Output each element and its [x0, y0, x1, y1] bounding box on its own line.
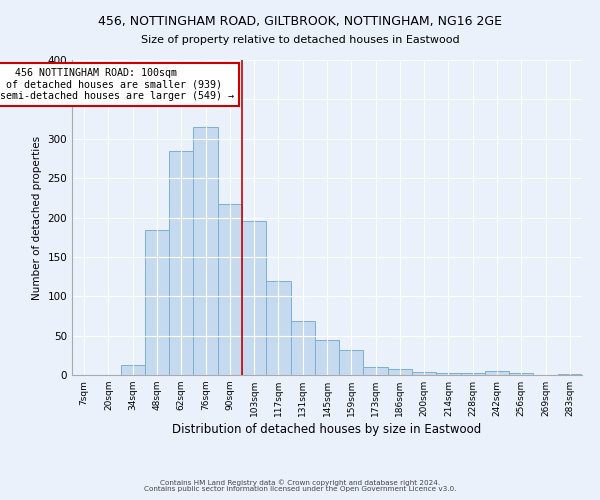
Y-axis label: Number of detached properties: Number of detached properties [32, 136, 42, 300]
Text: 456, NOTTINGHAM ROAD, GILTBROOK, NOTTINGHAM, NG16 2GE: 456, NOTTINGHAM ROAD, GILTBROOK, NOTTING… [98, 15, 502, 28]
Bar [121, 365, 145, 375]
Bar [242, 222, 266, 375]
Bar [364, 367, 388, 375]
Bar [339, 350, 364, 375]
Bar [145, 230, 169, 375]
Bar [436, 374, 461, 375]
Bar [461, 374, 485, 375]
Bar [290, 320, 315, 375]
Bar [169, 150, 193, 375]
Text: Contains HM Land Registry data © Crown copyright and database right 2024.
Contai: Contains HM Land Registry data © Crown c… [144, 479, 456, 492]
Text: Size of property relative to detached houses in Eastwood: Size of property relative to detached ho… [140, 35, 460, 45]
Bar [315, 340, 339, 375]
X-axis label: Distribution of detached houses by size in Eastwood: Distribution of detached houses by size … [172, 423, 482, 436]
Bar [266, 282, 290, 375]
Bar [388, 370, 412, 375]
Bar [558, 374, 582, 375]
Bar [218, 204, 242, 375]
Bar [193, 127, 218, 375]
Bar [509, 374, 533, 375]
Text: 456 NOTTINGHAM ROAD: 100sqm
← 62% of detached houses are smaller (939)
36% of se: 456 NOTTINGHAM ROAD: 100sqm ← 62% of det… [0, 68, 234, 101]
Bar [485, 371, 509, 375]
Bar [412, 372, 436, 375]
